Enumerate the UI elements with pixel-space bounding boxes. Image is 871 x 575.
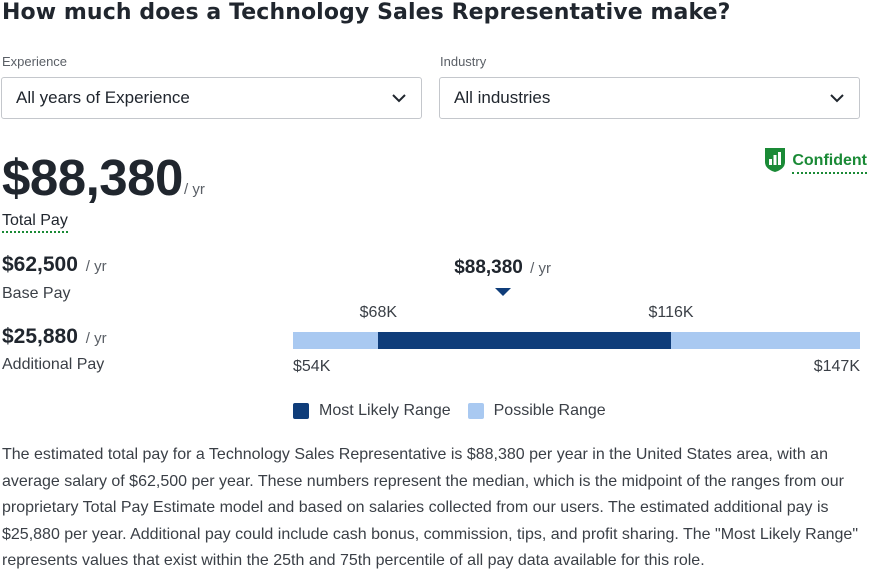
legend-swatch-possible: [467, 403, 484, 419]
additional-pay-unit: / yr: [85, 330, 107, 347]
pay-range-chart: $88,380 / yr $68K $116K $54K $147K: [293, 257, 860, 375]
likely-range-max-label: $116K: [648, 304, 694, 321]
experience-filter-label: Experience: [2, 54, 68, 69]
base-pay-value: $62,500: [2, 253, 78, 276]
median-marker: [494, 288, 511, 296]
page-title: How much does a Technology Sales Represe…: [2, 0, 731, 25]
possible-range-min-label: $54K: [293, 358, 331, 375]
legend-swatch-likely: [293, 403, 309, 419]
total-pay-amount: $88,380: [2, 149, 183, 206]
base-pay-label: Base Pay: [2, 285, 71, 302]
signal-bars-shield-icon: [764, 147, 786, 178]
median-value: $88,380: [454, 257, 523, 278]
legend-item-likely: Most Likely Range: [293, 402, 451, 420]
industry-filter-label: Industry: [440, 54, 487, 69]
chevron-down-icon: [829, 90, 845, 106]
base-pay-unit: / yr: [85, 258, 107, 275]
total-pay-label[interactable]: Total Pay: [2, 212, 68, 233]
experience-select-value: All years of Experience: [16, 88, 190, 107]
additional-pay-amount: $25,880 / yr: [2, 325, 107, 349]
possible-range-max-label: $147K: [813, 358, 860, 375]
legend-label-likely: Most Likely Range: [319, 402, 451, 419]
experience-select[interactable]: All years of Experience: [1, 77, 422, 119]
median-unit: / yr: [530, 260, 551, 277]
additional-pay-label: Additional Pay: [2, 356, 105, 373]
median-label: $88,380 / yr: [454, 257, 551, 279]
legend-item-possible: Possible Range: [467, 402, 606, 420]
pay-description: The estimated total pay for a Technology…: [2, 446, 858, 569]
confidence-label[interactable]: Confident: [792, 152, 867, 174]
confidence-badge[interactable]: Confident: [764, 147, 867, 178]
likely-range-bar: [378, 332, 671, 349]
industry-select-value: All industries: [454, 88, 551, 107]
additional-pay-value: $25,880: [2, 325, 78, 348]
chevron-down-icon: [391, 90, 407, 106]
chart-legend: Most Likely Range Possible Range: [293, 402, 623, 420]
likely-range-min-label: $68K: [359, 304, 398, 321]
legend-label-possible: Possible Range: [493, 402, 606, 419]
industry-select[interactable]: All industries: [439, 77, 860, 119]
base-pay-amount: $62,500 / yr: [2, 253, 107, 277]
total-pay-unit: / yr: [184, 181, 205, 198]
